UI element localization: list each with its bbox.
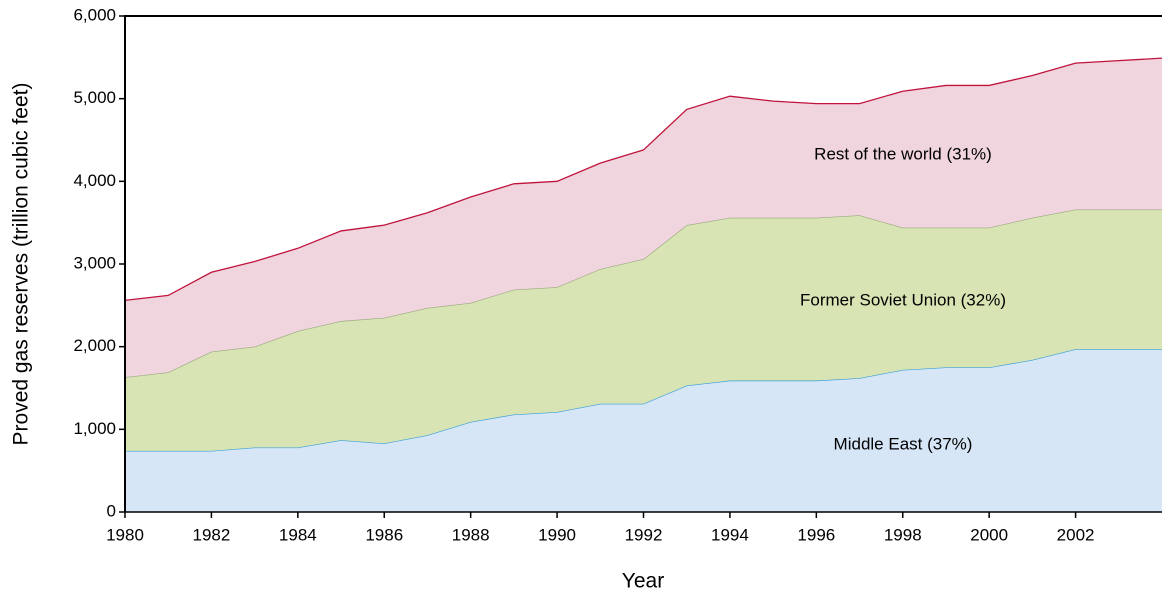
x-axis-label: Year	[622, 570, 664, 593]
x-tick-label: 1998	[884, 525, 922, 544]
y-axis-label: Proved gas reserves (trillion cubic feet…	[10, 83, 33, 446]
series-label: Former Soviet Union (32%)	[800, 290, 1006, 309]
y-tick-label: 4,000	[73, 171, 116, 190]
y-tick-label: 1,000	[73, 419, 116, 438]
x-tick-label: 1988	[452, 525, 490, 544]
x-tick-label: 1984	[279, 525, 317, 544]
series-label: Middle East (37%)	[834, 434, 973, 453]
x-tick-label: 1980	[106, 525, 144, 544]
y-tick-label: 3,000	[73, 253, 116, 272]
x-tick-label: 1996	[797, 525, 835, 544]
y-tick-label: 6,000	[73, 5, 116, 24]
area	[125, 349, 1162, 512]
y-tick-label: 5,000	[73, 88, 116, 107]
x-tick-label: 1982	[193, 525, 231, 544]
area	[125, 209, 1162, 451]
area-line	[124, 57, 1163, 302]
x-tick-label: 1986	[365, 525, 403, 544]
axis-frame	[124, 15, 1162, 512]
y-tick-label: 0	[107, 501, 116, 520]
series-label: Rest of the world (31%)	[814, 144, 992, 163]
x-tick-label: 2002	[1057, 525, 1095, 544]
x-tick-label: 1992	[625, 525, 663, 544]
x-tick-label: 1994	[711, 525, 749, 544]
x-tick-label: 1990	[538, 525, 576, 544]
y-tick-label: 2,000	[73, 336, 116, 355]
area	[125, 58, 1162, 378]
x-tick-label: 2000	[970, 525, 1008, 544]
